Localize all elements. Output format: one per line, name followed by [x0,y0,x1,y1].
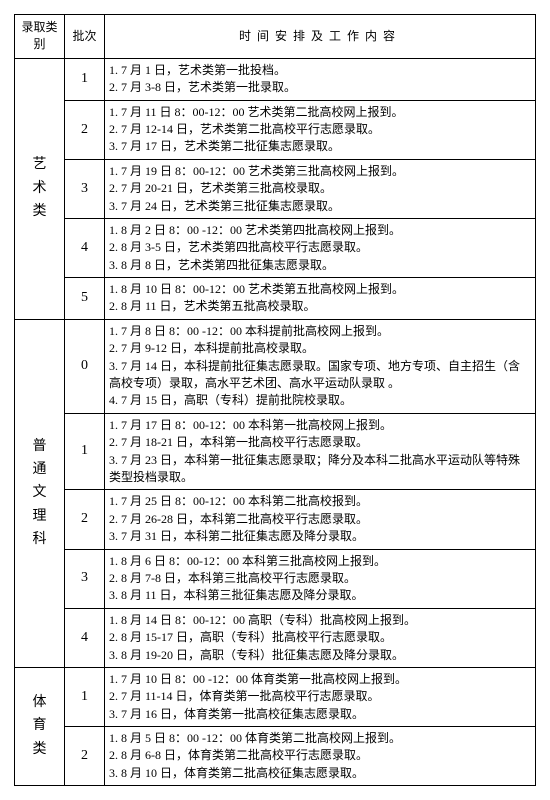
category-char: 科 [16,530,63,550]
content-cell: 1. 8 月 6 日 8：00-12：00 本科第三批高校网上报到。2. 8 月… [105,549,536,608]
category-char: 普 [16,437,63,457]
content-cell: 1. 8 月 14 日 8：00-12：00 高职（专科）批高校网上报到。2. … [105,608,536,667]
batch-cell: 2 [65,490,105,549]
content-cell: 1. 7 月 19 日 8：00-12：00 艺术类第三批高校网上报到。2. 7… [105,159,536,218]
header-category: 录取类别 [15,15,65,59]
content-line: 2. 7 月 18-21 日，本科第一批高校平行志愿录取。 [109,434,531,451]
content-cell: 1. 8 月 10 日 8：00-12：00 艺术类第五批高校网上报到。2. 8… [105,278,536,320]
batch-cell: 4 [65,218,105,277]
category-char: 育 [16,716,63,736]
content-line: 2. 7 月 11-14 日，体育类第一批高校平行志愿录取。 [109,688,531,705]
content-cell: 1. 8 月 2 日 8：00 -12：00 艺术类第四批高校网上报到。2. 8… [105,218,536,277]
category-cell: 体育类 [15,667,65,785]
table-header-row: 录取类别 批次 时间安排及工作内容 [15,15,536,59]
content-line: 2. 8 月 3-5 日，艺术类第四批高校平行志愿录取。 [109,239,531,256]
header-batch: 批次 [65,15,105,59]
category-char: 艺 [16,155,63,175]
content-line: 3. 7 月 31 日，本科第二批征集志愿及降分录取。 [109,528,531,545]
content-line: 2. 8 月 6-8 日，体育类第二批高校平行志愿录取。 [109,747,531,764]
category-cell: 普通文理科 [15,319,65,667]
content-line: 3. 8 月 19-20 日，高职（专科）批征集志愿及降分录取。 [109,647,531,664]
content-line: 3. 7 月 23 日，本科第一批征集志愿录取；降分及本科二批高水平运动队等特殊… [109,452,531,487]
table-row: 31. 8 月 6 日 8：00-12：00 本科第三批高校网上报到。2. 8 … [15,549,536,608]
table-row: 普通文理科01. 7 月 8 日 8：00 -12：00 本科提前批高校网上报到… [15,319,536,413]
content-line: 1. 8 月 2 日 8：00 -12：00 艺术类第四批高校网上报到。 [109,222,531,239]
content-line: 3. 7 月 16 日，体育类第一批高校征集志愿录取。 [109,706,531,723]
category-char: 类 [16,202,63,222]
content-cell: 1. 8 月 5 日 8：00 -12：00 体育类第二批高校网上报到。2. 8… [105,727,536,786]
content-line: 1. 8 月 14 日 8：00-12：00 高职（专科）批高校网上报到。 [109,612,531,629]
content-line: 3. 7 月 24 日，艺术类第三批征集志愿录取。 [109,198,531,215]
content-line: 3. 8 月 10 日，体育类第二批高校征集志愿录取。 [109,765,531,782]
content-cell: 1. 7 月 11 日 8：00-12：00 艺术类第二批高校网上报到。2. 7… [105,100,536,159]
batch-cell: 5 [65,278,105,320]
table-row: 21. 7 月 25 日 8：00-12：00 本科第二批高校报到。2. 7 月… [15,490,536,549]
content-line: 1. 7 月 19 日 8：00-12：00 艺术类第三批高校网上报到。 [109,163,531,180]
category-char: 理 [16,507,63,527]
content-line: 2. 7 月 12-14 日，艺术类第二批高校平行志愿录取。 [109,121,531,138]
content-line: 4. 7 月 15 日，高职（专科）提前批院校录取。 [109,392,531,409]
table-row: 41. 8 月 14 日 8：00-12：00 高职（专科）批高校网上报到。2.… [15,608,536,667]
batch-cell: 3 [65,159,105,218]
table-row: 11. 7 月 17 日 8：00-12：00 本科第一批高校网上报到。2. 7… [15,413,536,490]
batch-cell: 1 [65,413,105,490]
content-cell: 1. 7 月 25 日 8：00-12：00 本科第二批高校报到。2. 7 月 … [105,490,536,549]
schedule-table: 录取类别 批次 时间安排及工作内容 艺术类11. 7 月 1 日，艺术类第一批投… [14,14,536,786]
category-char: 文 [16,483,63,503]
content-line: 3. 8 月 8 日，艺术类第四批征集志愿录取。 [109,257,531,274]
batch-cell: 3 [65,549,105,608]
content-line: 3. 8 月 11 日，本科第三批征集志愿及降分录取。 [109,587,531,604]
content-line: 2. 8 月 7-8 日，本科第三批高校平行志愿录取。 [109,570,531,587]
content-line: 2. 7 月 3-8 日，艺术类第一批录取。 [109,79,531,96]
content-line: 2. 7 月 9-12 日，本科提前批高校录取。 [109,340,531,357]
batch-cell: 0 [65,319,105,413]
category-cell: 艺术类 [15,58,65,319]
content-line: 1. 7 月 10 日 8：00 -12：00 体育类第一批高校网上报到。 [109,671,531,688]
content-cell: 1. 7 月 17 日 8：00-12：00 本科第一批高校网上报到。2. 7 … [105,413,536,490]
table-row: 21. 8 月 5 日 8：00 -12：00 体育类第二批高校网上报到。2. … [15,727,536,786]
table-row: 31. 7 月 19 日 8：00-12：00 艺术类第三批高校网上报到。2. … [15,159,536,218]
batch-cell: 1 [65,58,105,100]
category-char: 通 [16,460,63,480]
content-line: 2. 8 月 11 日，艺术类第五批高校录取。 [109,298,531,315]
content-line: 3. 7 月 14 日，本科提前批征集志愿录取。国家专项、地方专项、自主招生（含… [109,358,531,393]
content-cell: 1. 7 月 10 日 8：00 -12：00 体育类第一批高校网上报到。2. … [105,667,536,726]
content-line: 1. 7 月 8 日 8：00 -12：00 本科提前批高校网上报到。 [109,323,531,340]
category-char: 体 [16,693,63,713]
category-char: 类 [16,740,63,760]
content-line: 3. 7 月 17 日，艺术类第二批征集志愿录取。 [109,138,531,155]
table-row: 艺术类11. 7 月 1 日，艺术类第一批投档。2. 7 月 3-8 日，艺术类… [15,58,536,100]
table-row: 21. 7 月 11 日 8：00-12：00 艺术类第二批高校网上报到。2. … [15,100,536,159]
table-body: 艺术类11. 7 月 1 日，艺术类第一批投档。2. 7 月 3-8 日，艺术类… [15,58,536,785]
content-line: 1. 8 月 10 日 8：00-12：00 艺术类第五批高校网上报到。 [109,281,531,298]
content-line: 1. 7 月 1 日，艺术类第一批投档。 [109,62,531,79]
content-line: 2. 7 月 20-21 日，艺术类第三批高校录取。 [109,180,531,197]
content-line: 2. 8 月 15-17 日，高职（专科）批高校平行志愿录取。 [109,629,531,646]
batch-cell: 2 [65,727,105,786]
content-line: 1. 7 月 17 日 8：00-12：00 本科第一批高校网上报到。 [109,417,531,434]
batch-cell: 2 [65,100,105,159]
content-line: 1. 7 月 11 日 8：00-12：00 艺术类第二批高校网上报到。 [109,104,531,121]
table-row: 51. 8 月 10 日 8：00-12：00 艺术类第五批高校网上报到。2. … [15,278,536,320]
content-line: 1. 7 月 25 日 8：00-12：00 本科第二批高校报到。 [109,493,531,510]
table-row: 体育类11. 7 月 10 日 8：00 -12：00 体育类第一批高校网上报到… [15,667,536,726]
content-line: 1. 8 月 6 日 8：00-12：00 本科第三批高校网上报到。 [109,553,531,570]
content-line: 1. 8 月 5 日 8：00 -12：00 体育类第二批高校网上报到。 [109,730,531,747]
content-line: 2. 7 月 26-28 日，本科第二批高校平行志愿录取。 [109,511,531,528]
content-cell: 1. 7 月 1 日，艺术类第一批投档。2. 7 月 3-8 日，艺术类第一批录… [105,58,536,100]
batch-cell: 4 [65,608,105,667]
table-row: 41. 8 月 2 日 8：00 -12：00 艺术类第四批高校网上报到。2. … [15,218,536,277]
content-cell: 1. 7 月 8 日 8：00 -12：00 本科提前批高校网上报到。2. 7 … [105,319,536,413]
header-content: 时间安排及工作内容 [105,15,536,59]
batch-cell: 1 [65,667,105,726]
category-char: 术 [16,179,63,199]
